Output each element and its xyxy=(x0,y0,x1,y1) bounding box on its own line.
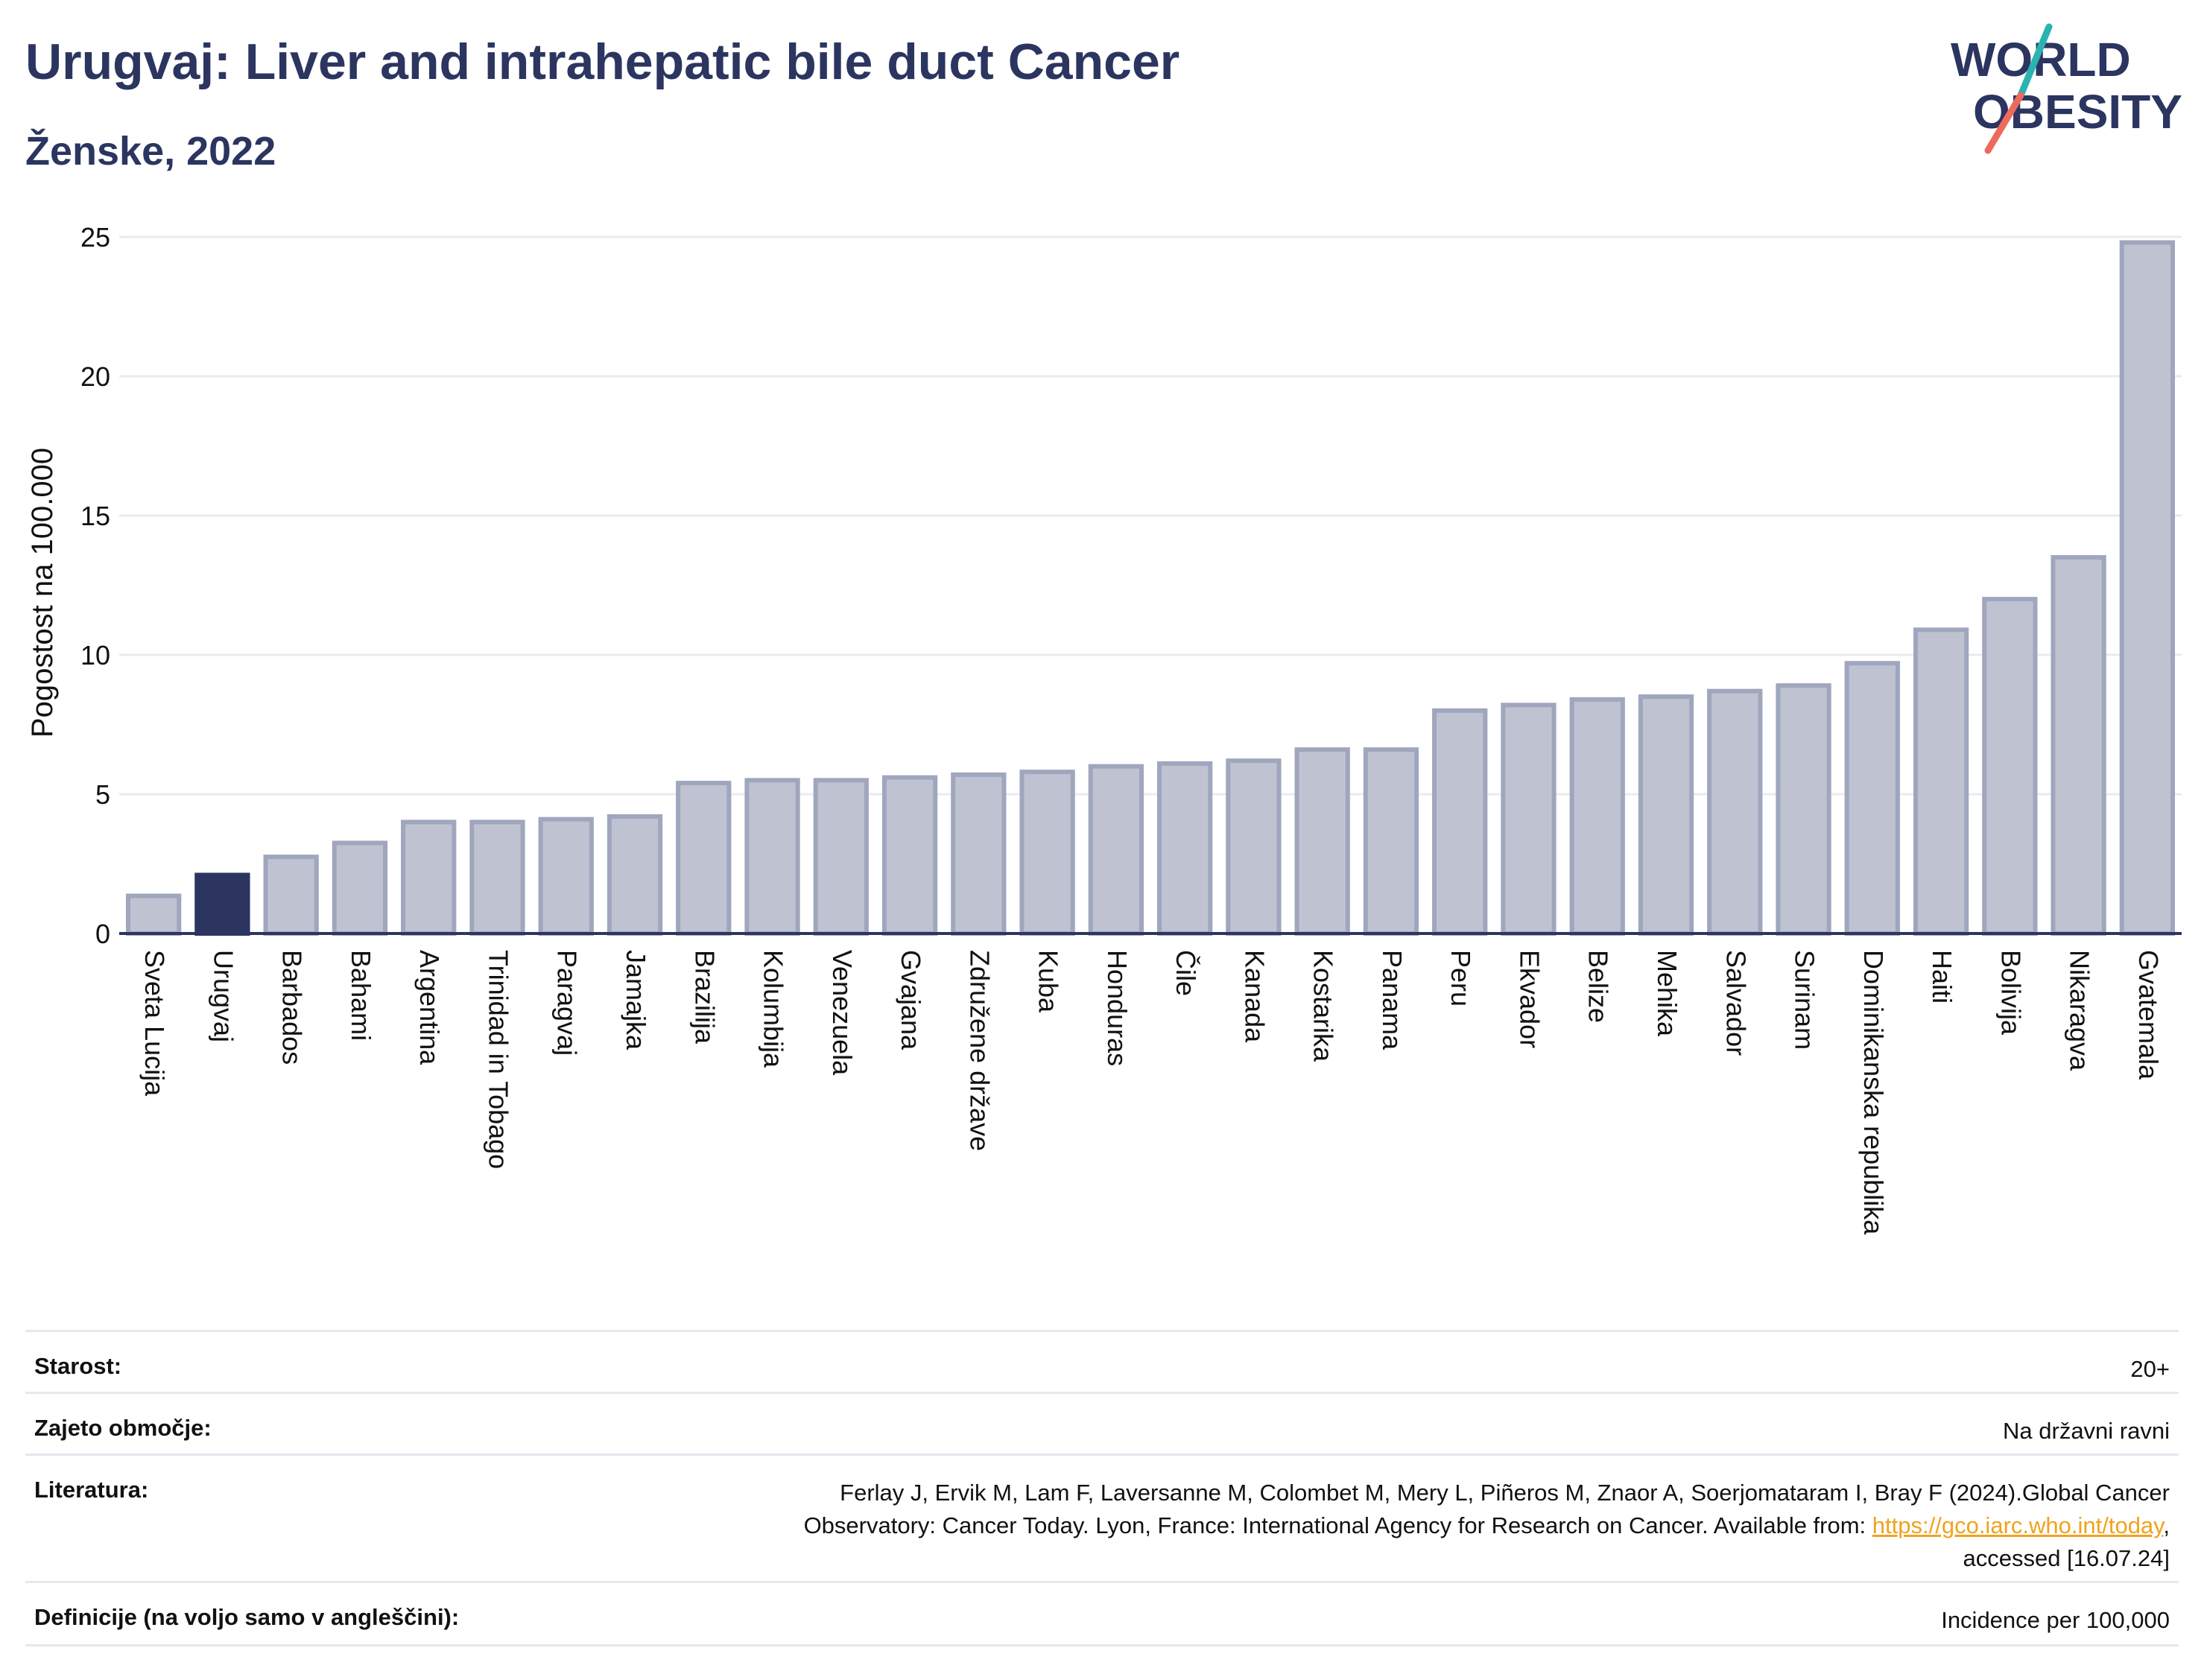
y-tick-label: 5 xyxy=(95,779,110,810)
meta-row-references: Literatura: Ferlay J, Ervik M, Lam F, La… xyxy=(25,1454,2179,1581)
metadata-table: Starost: 20+ Zajeto območje: Na državni … xyxy=(25,1330,2179,1646)
bar-trinidad-in-tobago[interactable] xyxy=(469,820,525,936)
x-tick-label: Bahami xyxy=(346,950,376,1041)
bar-kostarika[interactable] xyxy=(1294,747,1350,936)
references-value: Ferlay J, Ervik M, Lam F, Laversanne M, … xyxy=(804,1477,2170,1575)
bar-haiti[interactable] xyxy=(1913,627,1969,936)
coverage-label: Zajeto območje: xyxy=(34,1415,212,1441)
bar-jamajka[interactable] xyxy=(607,814,663,936)
x-tick-label: Kostarika xyxy=(1308,950,1339,1062)
bar-združene-države[interactable] xyxy=(951,772,1007,936)
bar-čile[interactable] xyxy=(1156,761,1213,936)
x-tick-label: Argentina xyxy=(414,950,445,1065)
logo-slash-teal xyxy=(2017,23,2053,99)
bar-salvador[interactable] xyxy=(1707,688,1763,936)
x-tick-label: Barbados xyxy=(277,950,308,1065)
definitions-label: Definicije (na voljo samo v angleščini): xyxy=(34,1604,460,1630)
bar-paragvaj[interactable] xyxy=(538,817,594,936)
x-tick-label: Brazilija xyxy=(689,950,720,1045)
x-tick-label: Belize xyxy=(1583,950,1614,1023)
x-tick-label: Gvatemala xyxy=(2133,950,2164,1080)
x-tick-label: Kolumbija xyxy=(759,950,789,1068)
definitions-value: Incidence per 100,000 xyxy=(1941,1607,2170,1633)
y-tick-label: 15 xyxy=(80,501,110,531)
x-tick-label: Čile xyxy=(1171,950,1201,996)
reference-line-1: Ferlay J, Ervik M, Lam F, Laversanne M, … xyxy=(840,1480,2170,1506)
x-tick-label: Peru xyxy=(1445,950,1476,1007)
bar-mehika[interactable] xyxy=(1638,694,1694,936)
bar-dominikanska-republika[interactable] xyxy=(1844,661,1900,936)
y-tick-label: 20 xyxy=(80,361,110,392)
x-tick-label: Kuba xyxy=(1033,950,1064,1013)
x-tick-label: Dominikanska republika xyxy=(1858,950,1889,1235)
x-tick-label: Urugvaj xyxy=(208,950,238,1042)
y-tick-label: 10 xyxy=(80,640,110,671)
x-tick-label: Ekvador xyxy=(1514,950,1545,1048)
bar-bolivija[interactable] xyxy=(1982,597,2038,936)
bar-belize[interactable] xyxy=(1569,697,1625,936)
bar-chart: 0 5 10 15 20 25 Sveta Lucija Urugvaj Barbados Bah… xyxy=(26,222,2182,1235)
x-tick-label: Jamajka xyxy=(621,950,651,1050)
x-tick-label: Honduras xyxy=(1102,950,1133,1066)
y-axis-label: Pogostost na 100.000 xyxy=(26,448,59,738)
reference-link[interactable]: https://gco.iarc.who.int/today xyxy=(1872,1512,2164,1538)
chart-title: Urugvaj: Liver and intrahepatic bile duc… xyxy=(25,34,1180,90)
world-obesity-logo: WORLD OBESITY xyxy=(1951,23,2182,154)
bar-nikaragva[interactable] xyxy=(2051,555,2106,936)
reference-line-2-text: Observatory: Cancer Today. Lyon, France:… xyxy=(803,1512,1872,1538)
x-tick-label: Surinam xyxy=(1790,950,1820,1050)
x-tick-label: Sveta Lucija xyxy=(139,950,170,1097)
y-tick-label: 25 xyxy=(80,222,110,253)
bar-gvatemala[interactable] xyxy=(2119,240,2176,936)
bar-kuba[interactable] xyxy=(1019,770,1075,936)
bar-gvajana[interactable] xyxy=(881,775,938,936)
bar-barbados[interactable] xyxy=(263,855,319,936)
x-tick-label: Bolivija xyxy=(1995,950,2026,1036)
bar-peru[interactable] xyxy=(1432,708,1488,936)
x-tick-label: Gvajana xyxy=(896,950,926,1050)
x-tick-label: Kanada xyxy=(1239,950,1270,1043)
coverage-value: Na državni ravni xyxy=(2003,1418,2170,1444)
x-tick-label: Združene države xyxy=(964,950,995,1151)
reference-line-2-after: , xyxy=(2163,1512,2170,1538)
x-tick-label: Panama xyxy=(1377,950,1407,1050)
references-label: Literatura: xyxy=(34,1477,149,1503)
x-tick-label: Trinidad in Tobago xyxy=(483,950,513,1169)
bar-honduras[interactable] xyxy=(1088,764,1144,936)
x-tick-label: Nikaragva xyxy=(2065,950,2095,1071)
bar-ekvador[interactable] xyxy=(1501,703,1557,936)
reference-line-3: accessed [16.07.24] xyxy=(1963,1545,2170,1571)
age-label: Starost: xyxy=(34,1353,122,1379)
reference-line-2: Observatory: Cancer Today. Lyon, France:… xyxy=(804,1509,2170,1542)
age-value: 20+ xyxy=(2130,1356,2170,1382)
bar-kanada[interactable] xyxy=(1226,758,1282,936)
x-tick-label: Venezuela xyxy=(827,950,858,1076)
logo-slash-coral xyxy=(1984,92,2024,154)
bar-sveta-lucija[interactable] xyxy=(125,893,182,936)
x-tick-label: Haiti xyxy=(1927,950,1957,1004)
meta-row-coverage: Zajeto območje: Na državni ravni xyxy=(25,1392,2179,1454)
y-tick-label: 0 xyxy=(95,919,110,949)
bar-argentina[interactable] xyxy=(401,820,457,936)
bar-venezuela[interactable] xyxy=(813,778,869,936)
bar-kolumbija[interactable] xyxy=(744,778,800,936)
x-tick-label: Paragvaj xyxy=(552,950,583,1056)
chart-subtitle: Ženske, 2022 xyxy=(25,129,276,174)
meta-row-age: Starost: 20+ xyxy=(25,1330,2179,1392)
x-tick-label: Mehika xyxy=(1652,950,1682,1037)
meta-row-definitions: Definicije (na voljo samo v angleščini):… xyxy=(25,1581,2179,1646)
bar-panama[interactable] xyxy=(1363,747,1419,936)
bar-urugvaj[interactable] xyxy=(194,872,250,936)
bar-bahami[interactable] xyxy=(332,840,388,936)
bar-brazilija[interactable] xyxy=(676,781,732,936)
x-tick-label: Salvador xyxy=(1720,950,1751,1056)
bar-surinam[interactable] xyxy=(1776,683,1831,936)
